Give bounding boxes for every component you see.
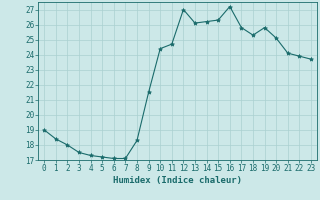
X-axis label: Humidex (Indice chaleur): Humidex (Indice chaleur): [113, 176, 242, 185]
